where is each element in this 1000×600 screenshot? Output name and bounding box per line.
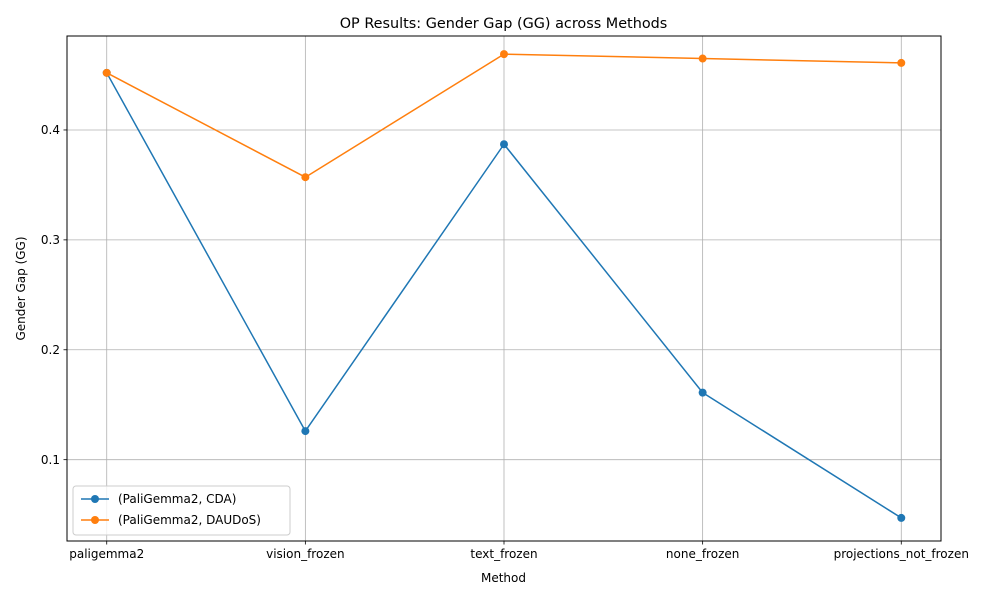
data-point <box>698 388 707 397</box>
y-axis-label: Gender Gap (GG) <box>14 236 28 340</box>
data-point <box>500 140 508 149</box>
y-tick-label: 0.2 <box>41 343 60 357</box>
legend-label: (PaliGemma2, DAUDoS) <box>118 513 261 527</box>
data-point <box>897 513 906 522</box>
x-axis-label: Method <box>481 571 526 585</box>
chart-title: OP Results: Gender Gap (GG) across Metho… <box>340 16 668 32</box>
grid-lines <box>67 36 941 541</box>
data-point <box>500 50 508 59</box>
legend: (PaliGemma2, CDA) (PaliGemma2, DAUDoS) <box>72 485 291 536</box>
y-tick-label: 0.1 <box>41 453 60 467</box>
y-tick-label: 0.3 <box>41 233 60 247</box>
x-tick-label: paligemma2 <box>69 547 144 561</box>
data-point <box>897 58 906 67</box>
y-axis-ticks: 0.1 0.2 0.3 0.4 <box>41 123 67 467</box>
data-point <box>698 54 707 63</box>
x-axis-ticks: paligemma2 vision_frozen text_frozen none_f… <box>69 541 969 561</box>
series <box>102 50 906 182</box>
x-tick-label: text_frozen <box>470 547 537 561</box>
legend-marker <box>91 516 99 524</box>
y-tick-label: 0.4 <box>41 123 60 137</box>
legend-marker <box>91 495 99 503</box>
x-tick-label: none_frozen <box>666 547 739 561</box>
x-tick-label: projections_not_frozen <box>834 547 969 561</box>
series-layer <box>102 50 906 522</box>
x-tick-label: vision_frozen <box>266 547 345 561</box>
legend-box <box>72 485 291 536</box>
data-point <box>301 427 310 436</box>
data-point <box>301 173 310 182</box>
data-point <box>102 68 111 77</box>
legend-label: (PaliGemma2, CDA) <box>118 492 236 506</box>
